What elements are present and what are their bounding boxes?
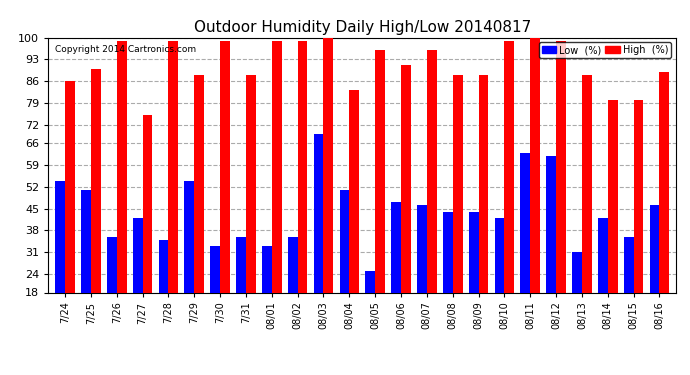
Bar (132, 218, 143, 292)
Bar (195, 75, 204, 292)
Bar (624, 237, 633, 292)
Bar (530, 38, 540, 292)
Bar (168, 40, 178, 292)
Title: Outdoor Humidity Daily High/Low 20140817: Outdoor Humidity Daily High/Low 20140817 (194, 20, 531, 35)
Bar (297, 40, 308, 292)
Bar (391, 202, 401, 292)
Bar (81, 190, 91, 292)
Bar (479, 75, 489, 292)
Bar (314, 134, 324, 292)
Bar (520, 153, 530, 292)
Bar (660, 72, 669, 292)
Bar (469, 211, 479, 292)
Bar (117, 40, 126, 292)
Bar (546, 156, 556, 292)
Bar (375, 50, 385, 292)
Bar (649, 206, 660, 292)
Bar (495, 218, 504, 292)
Bar (159, 240, 168, 292)
Bar (184, 180, 195, 292)
Bar (91, 69, 101, 292)
Bar (365, 271, 375, 292)
Bar (288, 237, 297, 292)
Bar (143, 115, 152, 292)
Bar (608, 100, 618, 292)
Bar (324, 38, 333, 292)
Bar (417, 206, 427, 292)
Bar (504, 40, 514, 292)
Legend: Low  (%), High  (%): Low (%), High (%) (539, 42, 671, 58)
Text: Copyright 2014 Cartronics.com: Copyright 2014 Cartronics.com (55, 45, 196, 54)
Bar (427, 50, 437, 292)
Bar (443, 211, 453, 292)
Bar (339, 190, 349, 292)
Bar (633, 100, 643, 292)
Bar (453, 75, 462, 292)
Bar (55, 180, 65, 292)
Bar (262, 246, 272, 292)
Bar (220, 40, 230, 292)
Bar (272, 40, 282, 292)
Bar (582, 75, 592, 292)
Bar (349, 90, 359, 292)
Bar (401, 66, 411, 292)
Bar (598, 218, 608, 292)
Bar (572, 252, 582, 292)
Bar (210, 246, 220, 292)
Bar (556, 40, 566, 292)
Bar (65, 81, 75, 292)
Bar (107, 237, 117, 292)
Bar (246, 75, 256, 292)
Bar (236, 237, 246, 292)
